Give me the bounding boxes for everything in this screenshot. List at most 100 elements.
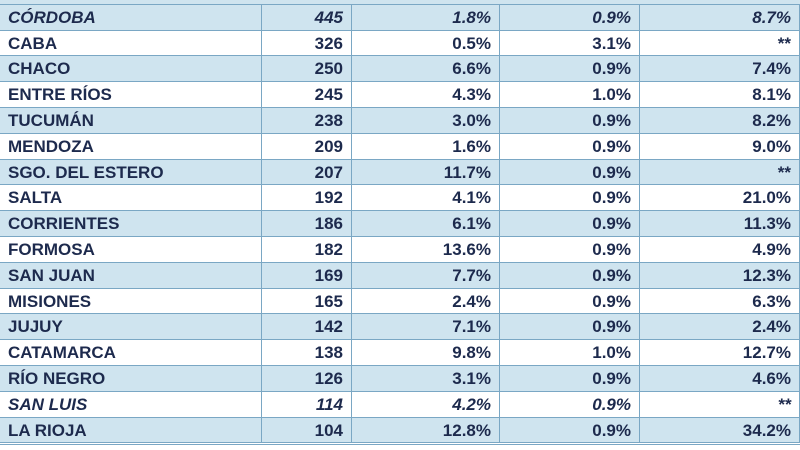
province-cell: MENDOZA <box>0 133 262 159</box>
value-cell: 2.4% <box>640 314 800 340</box>
value-cell: 126 <box>262 366 352 391</box>
value-cell: 209 <box>262 133 352 159</box>
value-cell: 8.7% <box>640 4 800 30</box>
province-cell: SALTA <box>0 185 262 211</box>
province-cell: CHACO <box>0 56 262 82</box>
value-cell: 1.0% <box>500 340 640 365</box>
province-cell: ENTRE RÍOS <box>0 82 262 107</box>
value-cell: 3.1% <box>352 366 500 391</box>
province-cell: SAN JUAN <box>0 262 262 288</box>
value-cell: 114 <box>262 391 352 417</box>
province-cell: TUCUMÁN <box>0 108 262 133</box>
value-cell: ** <box>640 391 800 417</box>
value-cell: 11.7% <box>352 159 500 185</box>
value-cell: 4.6% <box>640 366 800 391</box>
value-cell: 11.3% <box>640 211 800 236</box>
value-cell: 0.9% <box>500 211 640 236</box>
table-row: SGO. DEL ESTERO 207 11.7% 0.9% ** <box>0 159 800 186</box>
value-cell: 0.9% <box>500 159 640 185</box>
value-cell: 8.2% <box>640 108 800 133</box>
value-cell: 13.6% <box>352 237 500 262</box>
value-cell: 326 <box>262 30 352 56</box>
province-cell: SGO. DEL ESTERO <box>0 159 262 185</box>
value-cell: 0.9% <box>500 185 640 211</box>
province-cell: CORRIENTES <box>0 211 262 236</box>
value-cell: 138 <box>262 340 352 365</box>
province-cell: SAN LUIS <box>0 391 262 417</box>
table-row: LA RIOJA 104 12.8% 0.9% 34.2% <box>0 417 800 444</box>
value-cell: ** <box>640 159 800 185</box>
value-cell: 245 <box>262 82 352 107</box>
value-cell: 0.9% <box>500 314 640 340</box>
value-cell: 0.9% <box>500 288 640 314</box>
value-cell: 104 <box>262 417 352 443</box>
value-cell: 1.6% <box>352 133 500 159</box>
cut-row-bottom <box>0 443 800 450</box>
value-cell: 9.0% <box>640 133 800 159</box>
value-cell: 169 <box>262 262 352 288</box>
value-cell: 4.3% <box>352 82 500 107</box>
value-cell: 6.6% <box>352 56 500 82</box>
province-cell: JUJUY <box>0 314 262 340</box>
value-cell: 9.8% <box>352 340 500 365</box>
value-cell: 0.5% <box>352 30 500 56</box>
value-cell: 12.8% <box>352 417 500 443</box>
table-row: CHACO 250 6.6% 0.9% 7.4% <box>0 56 800 83</box>
value-cell: 7.1% <box>352 314 500 340</box>
value-cell: 0.9% <box>500 4 640 30</box>
value-cell: 3.1% <box>500 30 640 56</box>
value-cell: 186 <box>262 211 352 236</box>
value-cell: 6.3% <box>640 288 800 314</box>
table-row: ENTRE RÍOS 245 4.3% 1.0% 8.1% <box>0 82 800 108</box>
table-row: MISIONES 165 2.4% 0.9% 6.3% <box>0 288 800 315</box>
value-cell: 4.1% <box>352 185 500 211</box>
value-cell: 12.7% <box>640 340 800 365</box>
value-cell: 182 <box>262 237 352 262</box>
table-row: FORMOSA 182 13.6% 0.9% 4.9% <box>0 237 800 263</box>
table-row: JUJUY 142 7.1% 0.9% 2.4% <box>0 314 800 341</box>
value-cell: 3.0% <box>352 108 500 133</box>
value-cell: 0.9% <box>500 237 640 262</box>
value-cell: 238 <box>262 108 352 133</box>
value-cell: 7.7% <box>352 262 500 288</box>
table-row: RÍO NEGRO 126 3.1% 0.9% 4.6% <box>0 366 800 392</box>
value-cell: 0.9% <box>500 391 640 417</box>
value-cell: 34.2% <box>640 417 800 443</box>
table-row: SAN JUAN 169 7.7% 0.9% 12.3% <box>0 262 800 289</box>
value-cell: 250 <box>262 56 352 82</box>
table-row: SALTA 192 4.1% 0.9% 21.0% <box>0 185 800 212</box>
value-cell: 165 <box>262 288 352 314</box>
value-cell: 142 <box>262 314 352 340</box>
value-cell: 4.2% <box>352 391 500 417</box>
province-cell: MISIONES <box>0 288 262 314</box>
province-cell: LA RIOJA <box>0 417 262 443</box>
value-cell: 21.0% <box>640 185 800 211</box>
province-cell: CÓRDOBA <box>0 4 262 30</box>
value-cell: 12.3% <box>640 262 800 288</box>
value-cell: ** <box>640 30 800 56</box>
province-cell: CATAMARCA <box>0 340 262 365</box>
table-row: CABA 326 0.5% 3.1% ** <box>0 30 800 57</box>
table-row: SAN LUIS 114 4.2% 0.9% ** <box>0 391 800 418</box>
cut-row-top <box>0 0 800 5</box>
value-cell: 7.4% <box>640 56 800 82</box>
table-row: CORRIENTES 186 6.1% 0.9% 11.3% <box>0 211 800 237</box>
value-cell: 1.0% <box>500 82 640 107</box>
value-cell: 0.9% <box>500 417 640 443</box>
province-cell: FORMOSA <box>0 237 262 262</box>
province-cell: RÍO NEGRO <box>0 366 262 391</box>
value-cell: 0.9% <box>500 262 640 288</box>
table-row: CATAMARCA 138 9.8% 1.0% 12.7% <box>0 340 800 366</box>
value-cell: 0.9% <box>500 108 640 133</box>
value-cell: 445 <box>262 4 352 30</box>
province-cell: CABA <box>0 30 262 56</box>
table-row: CÓRDOBA 445 1.8% 0.9% 8.7% <box>0 4 800 31</box>
table-row: TUCUMÁN 238 3.0% 0.9% 8.2% <box>0 108 800 134</box>
value-cell: 207 <box>262 159 352 185</box>
value-cell: 2.4% <box>352 288 500 314</box>
value-cell: 0.9% <box>500 133 640 159</box>
value-cell: 4.9% <box>640 237 800 262</box>
value-cell: 1.8% <box>352 4 500 30</box>
table-row: MENDOZA 209 1.6% 0.9% 9.0% <box>0 133 800 160</box>
